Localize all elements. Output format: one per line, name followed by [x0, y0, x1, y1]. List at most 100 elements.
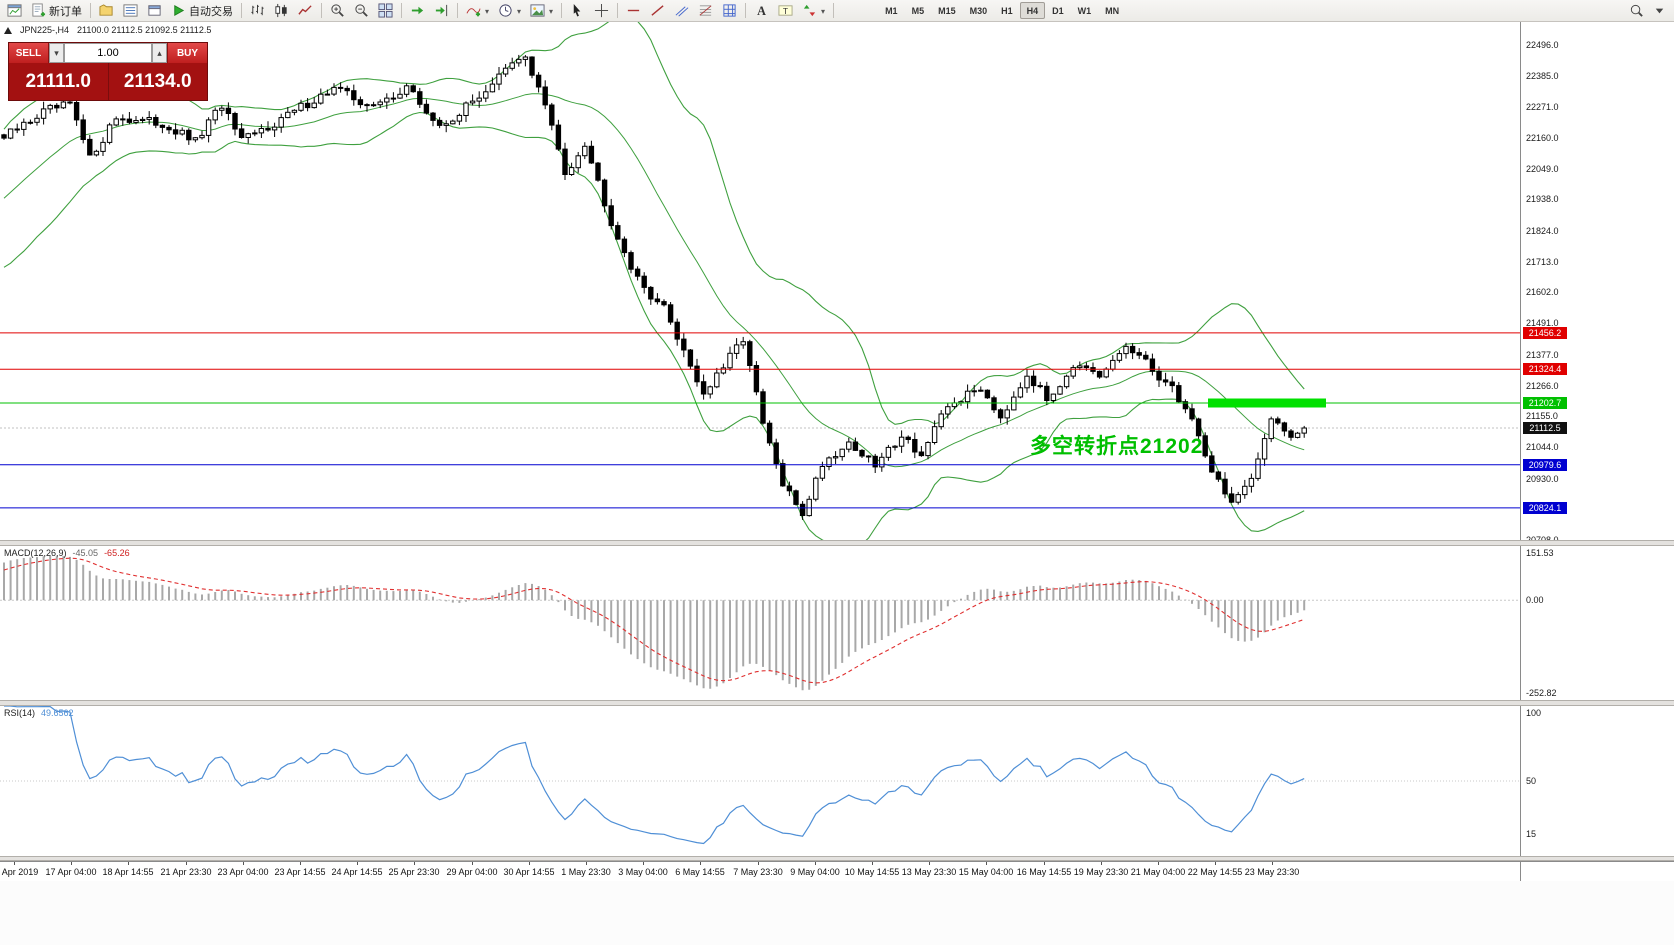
toolbar-right-group — [1625, 1, 1671, 20]
dropdown-caret-icon — [820, 5, 825, 17]
text-button[interactable]: A — [750, 1, 773, 20]
timeframe-W1-button[interactable]: W1 — [1071, 2, 1099, 19]
pane-splitter[interactable] — [0, 700, 1674, 706]
rsi-chart — [0, 706, 1520, 845]
line-chart-button[interactable] — [294, 1, 317, 20]
time-tick — [986, 862, 987, 865]
trendline-button[interactable] — [646, 1, 669, 20]
auto-trading-button[interactable]: 自动交易 — [167, 1, 237, 20]
bollinger-lower-band — [3, 111, 1305, 540]
auto-scroll-icon — [410, 3, 425, 18]
quick-search-button[interactable] — [1625, 1, 1648, 20]
time-label: 22 May 14:55 — [1187, 867, 1243, 877]
arrow-objects-button[interactable] — [798, 1, 829, 20]
candlestick-chart[interactable] — [0, 22, 1520, 540]
toolbar-separator — [321, 3, 322, 18]
fibonacci-icon — [698, 3, 713, 18]
time-tick — [1215, 862, 1216, 865]
bar-chart-button[interactable] — [246, 1, 269, 20]
timeframe-M5-button[interactable]: M5 — [905, 2, 932, 19]
sell-price[interactable]: 21111.0 — [25, 70, 92, 92]
zoom-out-icon — [354, 3, 369, 18]
cursor-icon — [570, 3, 585, 18]
market-watch-button[interactable] — [119, 1, 142, 20]
time-label: 24 Apr 14:55 — [331, 867, 383, 877]
bars-icon — [250, 3, 265, 18]
main-chart-pane[interactable]: 22496.0 22385.0 22271.0 22160.0 22049.0 21938… — [0, 22, 1674, 540]
timeframe-group: M1 M5 M15 M30 H1 H4 D1 W1 MN — [878, 2, 1126, 19]
zoom-in-button[interactable] — [326, 1, 349, 20]
crosshair-button[interactable] — [590, 1, 613, 20]
line-icon — [298, 3, 313, 18]
macd-signal-line — [3, 557, 1305, 684]
buy-button[interactable]: BUY — [167, 43, 207, 63]
chart-annotation: 多空转折点21202 — [1030, 435, 1204, 458]
shapes-button[interactable] — [718, 1, 741, 20]
market-watch-icon — [123, 3, 138, 18]
ohlc-values: 21100.0 21112.5 21092.5 21112.5 — [77, 25, 212, 35]
auto-scroll-button[interactable] — [406, 1, 429, 20]
time-label: 25 Apr 23:30 — [388, 867, 440, 877]
time-tick — [700, 862, 701, 865]
horizontal-line-button[interactable] — [622, 1, 645, 20]
zoom-out-button[interactable] — [350, 1, 373, 20]
rsi-name: RSI(14) — [4, 708, 36, 718]
timeframe-MN-button[interactable]: MN — [1098, 2, 1126, 19]
new-chart-button[interactable] — [3, 1, 26, 20]
bollinger-middle-band — [3, 93, 1305, 468]
chart-shift-button[interactable] — [430, 1, 453, 20]
rsi-pane[interactable]: 100 50 15 RSI(14) 49.6562 — [0, 706, 1674, 856]
price-axis: 22496.0 22385.0 22271.0 22160.0 22049.0 21938… — [1522, 22, 1672, 540]
volume-up-button[interactable] — [152, 43, 167, 63]
timeframe-M15-button[interactable]: M15 — [931, 2, 963, 19]
profiles-button[interactable] — [95, 1, 118, 20]
pivot-highlight-segment — [1208, 398, 1326, 408]
time-tick — [357, 862, 358, 865]
level-price-badge: 20824.1 — [1523, 502, 1567, 514]
time-tick — [14, 862, 15, 865]
timeframe-H1-button[interactable]: H1 — [994, 2, 1020, 19]
time-axis[interactable]: 15 Apr 2019 17 Apr 04:00 18 Apr 14:55 21 Ap… — [0, 861, 1674, 881]
sell-button[interactable]: SELL — [9, 43, 49, 63]
toolbar-separator — [241, 3, 242, 18]
toolbar-more-button[interactable] — [1648, 1, 1671, 20]
timeframe-M30-button[interactable]: M30 — [963, 2, 995, 19]
text-label-button[interactable]: T — [774, 1, 797, 20]
toolbar-separator — [833, 3, 835, 18]
time-tick — [872, 862, 873, 865]
fibonacci-retracement-button[interactable] — [694, 1, 717, 20]
level-price-badge: 21324.4 — [1523, 363, 1567, 375]
trendline-icon — [650, 3, 665, 18]
rsi-line — [4, 706, 1305, 845]
time-tick — [472, 862, 473, 865]
timeframe-D1-button[interactable]: D1 — [1045, 2, 1071, 19]
candlestick-chart-button[interactable] — [270, 1, 293, 20]
rsi-axis-100: 100 — [1526, 708, 1542, 718]
pane-splitter[interactable] — [0, 540, 1674, 546]
time-label: 18 Apr 14:55 — [102, 867, 154, 877]
time-tick — [243, 862, 244, 865]
indicators-button[interactable] — [462, 1, 493, 20]
new-order-button[interactable]: 新订单 — [27, 1, 86, 20]
pane-splitter[interactable] — [0, 856, 1674, 861]
window-icon — [147, 3, 162, 18]
data-window-button[interactable] — [143, 1, 166, 20]
periods-button[interactable] — [494, 1, 525, 20]
timeframe-M1-button[interactable]: M1 — [878, 2, 905, 19]
buy-price[interactable]: 21134.0 — [107, 63, 208, 100]
macd-pane[interactable]: 151.53 0.00 -252.82 MACD(12,26,9) -45.05 -… — [0, 546, 1674, 700]
time-tick — [128, 862, 129, 865]
cursor-button[interactable] — [566, 1, 589, 20]
price-tick: 22385.0 — [1526, 71, 1559, 81]
volume-input[interactable] — [64, 43, 152, 63]
timeframe-H4-button[interactable]: H4 — [1019, 2, 1046, 19]
tile-windows-button[interactable] — [374, 1, 397, 20]
time-label: 21 Apr 23:30 — [160, 867, 212, 877]
templates-button[interactable] — [526, 1, 557, 20]
equidistant-channel-button[interactable] — [670, 1, 693, 20]
macd-histogram — [3, 555, 1306, 691]
price-tick: 22496.0 — [1526, 40, 1559, 50]
price-tick: 21938.0 — [1526, 194, 1559, 204]
volume-down-button[interactable] — [49, 43, 64, 63]
